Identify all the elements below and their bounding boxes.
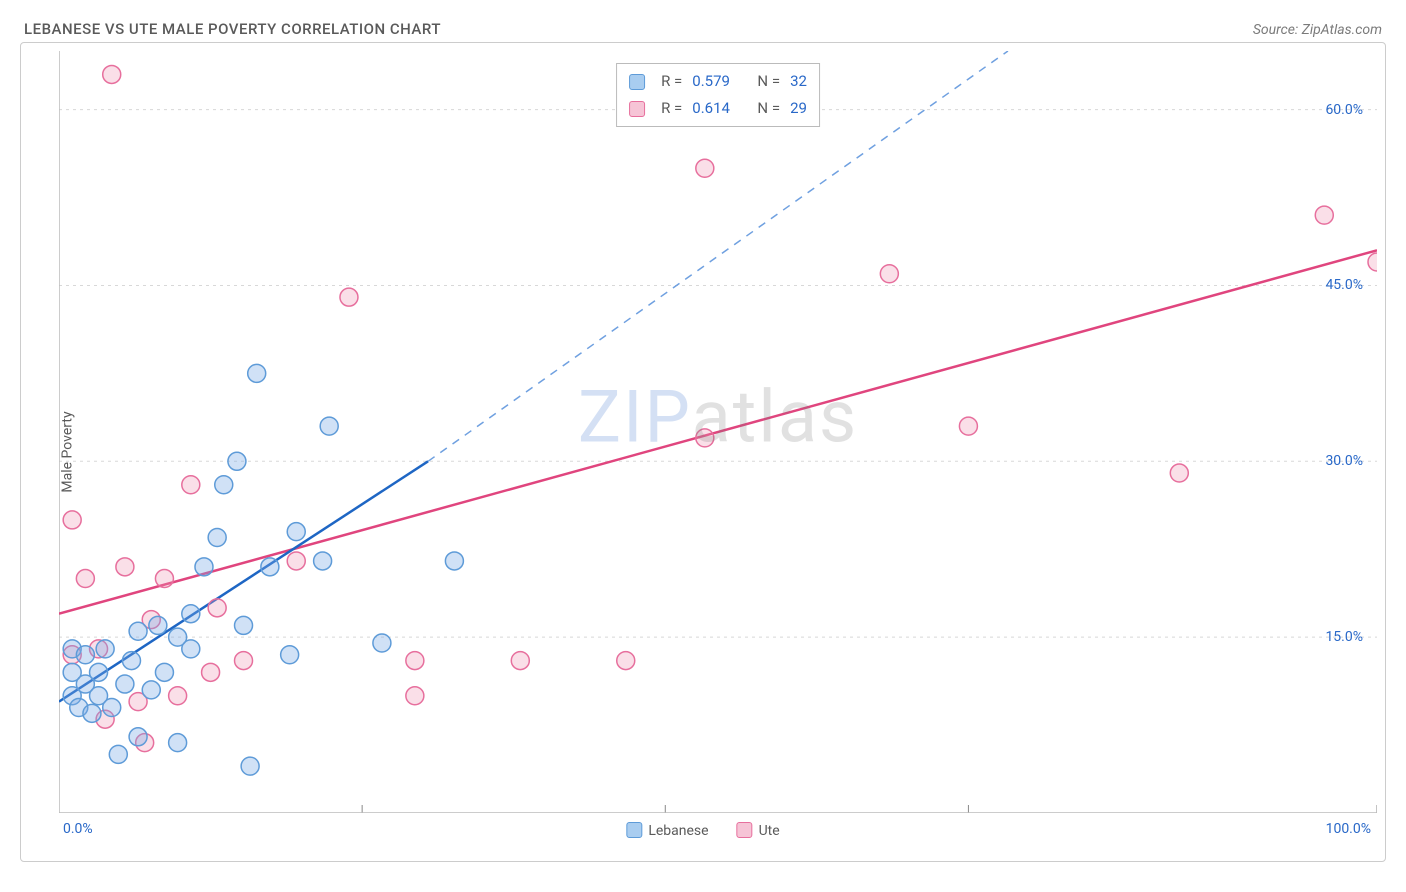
y-tick-label: 15.0% — [1325, 629, 1363, 645]
legend-bottom: Lebanese Ute — [626, 822, 779, 839]
chart-title: LEBANESE VS UTE MALE POVERTY CORRELATION… — [24, 20, 441, 38]
legend-swatch — [626, 822, 642, 838]
legend-swatch — [629, 74, 645, 90]
legend-label: Ute — [759, 823, 780, 839]
stats-legend-box: R = 0.579 N = 32 R = 0.614 N = 29 — [616, 63, 820, 127]
stats-row: R = 0.614 N = 29 — [629, 95, 807, 122]
plot-area: ZIPatlas R = 0.579 N = 32 R = 0.614 N = … — [59, 51, 1377, 813]
legend-swatch — [629, 101, 645, 117]
legend-item: Lebanese — [626, 822, 708, 839]
chart-container: Male Poverty ZIPatlas R = 0.579 N = 32 R… — [20, 42, 1386, 862]
legend-swatch — [737, 822, 753, 838]
scatter-plot-svg — [59, 51, 1377, 813]
stats-row: R = 0.579 N = 32 — [629, 68, 807, 95]
y-tick-label: 30.0% — [1325, 453, 1363, 469]
y-tick-label: 60.0% — [1325, 102, 1363, 118]
x-axis-min-label: 0.0% — [63, 821, 93, 837]
y-tick-label: 45.0% — [1325, 277, 1363, 293]
legend-item: Ute — [737, 822, 780, 839]
x-axis-max-label: 100.0% — [1326, 821, 1371, 837]
legend-label: Lebanese — [648, 823, 708, 839]
source-label: Source: ZipAtlas.com — [1253, 22, 1382, 38]
